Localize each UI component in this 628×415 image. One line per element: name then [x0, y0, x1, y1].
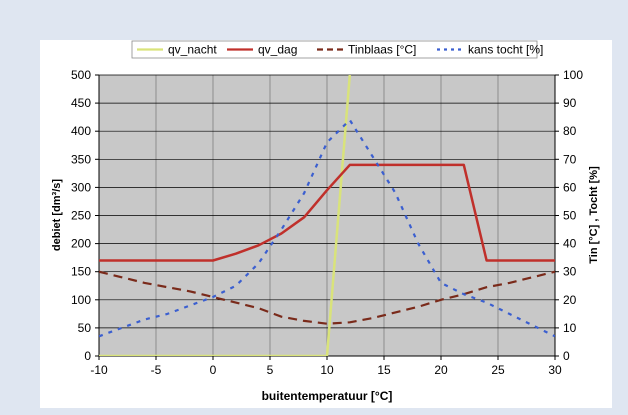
x-tick-label: 15: [377, 363, 391, 377]
x-tick-label: 0: [210, 363, 217, 377]
series-line-qv-dag: [99, 163, 555, 262]
legend-label-kans-tocht: kans tocht [%]: [468, 43, 543, 57]
x-tick-label: 30: [548, 363, 562, 377]
y-left-tick-label: 100: [71, 293, 91, 307]
y-axis-left-label: debiet [dm³/s]: [51, 179, 63, 251]
y-left-tick-label: 200: [71, 237, 91, 251]
y-right-tick-label: 0: [563, 349, 570, 363]
y-right-tick-label: 30: [563, 265, 577, 279]
y-left-tick-label: 0: [84, 349, 91, 363]
series-line-kans-tocht: [99, 118, 555, 338]
y-right-tick-label: 60: [563, 180, 577, 194]
x-tick-label: -5: [151, 363, 162, 377]
series-line-qv-nacht: [99, 75, 352, 356]
x-tick-label: 10: [320, 363, 334, 377]
y-left-tick-label: 150: [71, 265, 91, 279]
y-left-tick-label: 250: [71, 209, 91, 223]
y-right-tick-label: 40: [563, 237, 577, 251]
series-layer: [99, 75, 555, 356]
y-left-tick-label: 350: [71, 152, 91, 166]
y-right-tick-label: 100: [563, 68, 583, 82]
legend: qv_nacht qv_dag Tinblaas [°C] kans tocht [%…: [131, 40, 543, 59]
legend-label-qv-nacht: qv_nacht: [168, 43, 217, 57]
y-right-tick-label: 50: [563, 209, 577, 223]
y-right-tick-label: 90: [563, 96, 577, 110]
series-line-tinblaas-c: [99, 270, 555, 325]
y-left-tick-label: 450: [71, 96, 91, 110]
y-left-tick-label: 50: [78, 321, 92, 335]
y-right-tick-label: 80: [563, 124, 577, 138]
y-left-tick-label: 500: [71, 68, 91, 82]
x-tick-label: 5: [267, 363, 274, 377]
legend-label-qv-dag: qv_dag: [258, 43, 297, 57]
y-right-tick-label: 10: [563, 321, 577, 335]
y-left-tick-label: 400: [71, 124, 91, 138]
grid-layer: [98, 74, 556, 357]
legend-label-tinblaas-c: Tinblaas [°C]: [348, 43, 416, 57]
y-right-tick-label: 70: [563, 152, 577, 166]
x-tick-label: 20: [434, 363, 448, 377]
x-axis-label: buitentemperatuur [°C]: [262, 389, 393, 403]
legend-box: [131, 40, 538, 59]
x-tick-label: -10: [90, 363, 108, 377]
x-tick-label: 25: [491, 363, 505, 377]
y-right-tick-label: 20: [563, 293, 577, 307]
y-left-tick-label: 300: [71, 180, 91, 194]
y-axis-right-label: Tin [°C] , Tocht [%]: [588, 166, 600, 264]
